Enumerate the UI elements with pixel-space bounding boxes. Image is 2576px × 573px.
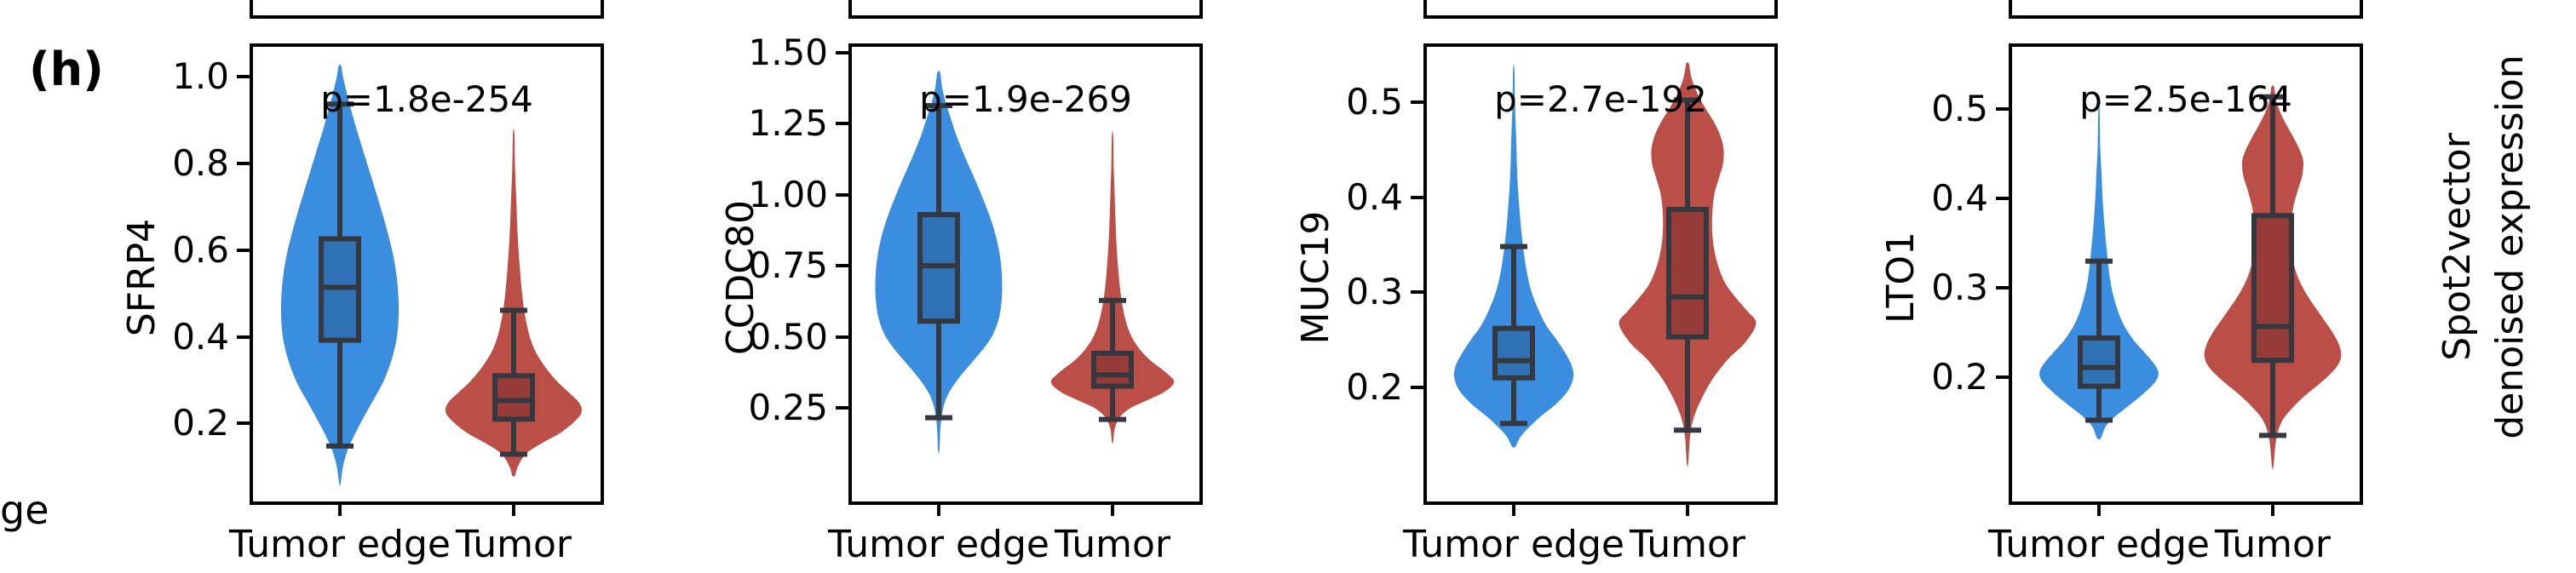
y-tick-label: 0.75 bbox=[748, 244, 828, 286]
pvalue-label: p=1.8e-254 bbox=[320, 78, 533, 120]
x-tick-label-tumor-edge: Tumor edge bbox=[828, 523, 1049, 566]
box-tumor bbox=[1091, 350, 1134, 389]
y-tick-mark bbox=[1411, 290, 1423, 294]
y-tick-label: 0.5 bbox=[1931, 88, 1988, 129]
box-tumor-edge bbox=[1492, 325, 1535, 381]
y-tick-label: 0.6 bbox=[172, 229, 229, 271]
y-tick-label: 0.2 bbox=[1346, 366, 1403, 408]
y-tick-mark bbox=[1411, 386, 1423, 389]
right-axis-label: Spot2vector denoised expression bbox=[2431, 9, 2537, 485]
y-tick-mark bbox=[836, 122, 848, 125]
plot-frame-LTO1 bbox=[2009, 43, 2363, 505]
y-tick-label: 1.50 bbox=[748, 32, 828, 73]
y-tick-mark bbox=[1996, 286, 2009, 289]
y-tick-label: 0.50 bbox=[748, 316, 828, 358]
x-tick-label-tumor: Tumor bbox=[1630, 523, 1745, 566]
box-tumor-edge bbox=[2078, 335, 2120, 389]
y-tick-mark bbox=[237, 335, 250, 339]
panel-label: (h) bbox=[29, 43, 104, 96]
violin-tumor bbox=[445, 129, 583, 477]
x-tick-mark bbox=[1512, 505, 1515, 516]
y-axis-label-MUC19: MUC19 bbox=[1294, 210, 1337, 345]
x-tick-label-tumor-edge: Tumor edge bbox=[229, 523, 451, 566]
x-tick-label-tumor-edge: Tumor edge bbox=[1403, 523, 1624, 566]
y-tick-mark bbox=[836, 51, 848, 54]
violin-plot-CCDC80 bbox=[875, 71, 1175, 454]
x-tick-mark bbox=[2271, 505, 2274, 516]
y-axis-label-SFRP4: SFRP4 bbox=[120, 218, 164, 337]
y-tick-mark bbox=[836, 406, 848, 410]
right-axis-label-line1: Spot2vector bbox=[2435, 133, 2479, 361]
cropped-panel-above-2 bbox=[848, 0, 1203, 19]
y-tick-label: 0.2 bbox=[172, 402, 229, 444]
y-tick-label: 0.4 bbox=[1931, 177, 1988, 219]
x-tick-label-tumor: Tumor bbox=[2215, 523, 2331, 566]
cropped-panel-above-1 bbox=[250, 0, 604, 19]
y-tick-mark bbox=[237, 249, 250, 252]
y-tick-mark bbox=[836, 264, 848, 267]
x-tick-mark bbox=[2097, 505, 2101, 516]
y-tick-mark bbox=[836, 193, 848, 197]
right-axis-label-line2: denoised expression bbox=[2488, 54, 2532, 439]
pvalue-label: p=1.9e-269 bbox=[919, 78, 1132, 120]
box-tumor bbox=[1666, 207, 1709, 340]
cropped-panel-above-3 bbox=[1423, 0, 1778, 19]
x-tick-label-tumor: Tumor bbox=[456, 523, 572, 566]
y-tick-mark bbox=[237, 75, 250, 78]
x-tick-mark bbox=[512, 505, 515, 516]
y-tick-label: 0.4 bbox=[172, 316, 229, 358]
y-tick-label: 0.4 bbox=[1346, 176, 1403, 218]
y-tick-label: 0.8 bbox=[172, 142, 229, 184]
violin-plot-MUC19 bbox=[1453, 62, 1757, 467]
y-tick-label: 0.5 bbox=[1346, 81, 1403, 123]
cropped-text-left: ge bbox=[0, 487, 49, 533]
x-tick-mark bbox=[937, 505, 940, 516]
y-tick-label: 1.00 bbox=[748, 174, 828, 215]
y-tick-mark bbox=[1411, 100, 1423, 104]
y-tick-label: 0.2 bbox=[1931, 356, 1988, 398]
cropped-panel-above-4 bbox=[2009, 0, 2363, 19]
y-axis-label-LTO1: LTO1 bbox=[1879, 232, 1923, 324]
x-tick-label-tumor: Tumor bbox=[1055, 523, 1170, 566]
y-tick-mark bbox=[237, 162, 250, 165]
y-tick-label: 0.25 bbox=[748, 387, 828, 428]
y-tick-label: 1.25 bbox=[748, 102, 828, 144]
y-tick-mark bbox=[836, 335, 848, 339]
violin-plot-SFRP4 bbox=[280, 64, 583, 487]
y-tick-mark bbox=[237, 421, 250, 425]
y-axis-label-CCDC80: CCDC80 bbox=[719, 199, 762, 356]
y-tick-mark bbox=[1411, 196, 1423, 199]
y-tick-mark bbox=[1996, 107, 2009, 111]
x-tick-mark bbox=[338, 505, 342, 516]
violin-plot-LTO1 bbox=[2039, 85, 2342, 470]
y-tick-mark bbox=[1996, 375, 2009, 379]
x-tick-mark bbox=[1111, 505, 1114, 516]
y-tick-label: 0.3 bbox=[1931, 266, 1988, 308]
y-tick-label: 0.3 bbox=[1346, 271, 1403, 312]
x-tick-label-tumor-edge: Tumor edge bbox=[1988, 523, 2210, 566]
pvalue-label: p=2.7e-192 bbox=[1494, 78, 1707, 120]
box-tumor bbox=[492, 373, 535, 422]
violin-tumor bbox=[1050, 131, 1175, 444]
y-tick-mark bbox=[1996, 197, 2009, 200]
y-tick-label: 1.0 bbox=[172, 55, 229, 97]
x-tick-mark bbox=[1686, 505, 1689, 516]
box-tumor bbox=[2251, 213, 2294, 364]
pvalue-label: p=2.5e-164 bbox=[2079, 78, 2292, 120]
